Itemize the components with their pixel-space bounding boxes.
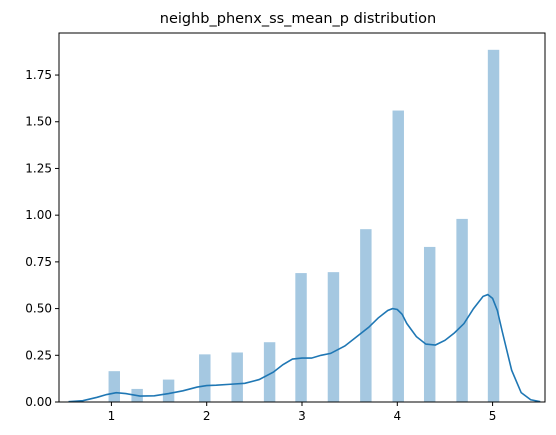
y-tick-label: 0.50 [25, 302, 52, 316]
plot-frame [58, 32, 546, 403]
x-axis: 1 2 3 4 5 [108, 402, 497, 423]
histogram-bar [487, 49, 500, 403]
histogram-bar [360, 229, 372, 402]
y-tick-label: 0.00 [25, 395, 52, 409]
histogram-bar [456, 218, 468, 402]
histogram-bar [423, 246, 436, 402]
histogram-bar [392, 110, 404, 402]
x-tick-label: 3 [298, 409, 306, 423]
y-tick-label: 0.75 [25, 255, 52, 269]
x-tick-label: 1 [108, 409, 116, 423]
chart-title: neighb_phenx_ss_mean_p distribution [160, 11, 437, 27]
histogram-bar [327, 272, 340, 402]
y-tick-label: 1.25 [25, 161, 52, 175]
histogram-bar [263, 342, 276, 402]
histogram-bars [108, 49, 500, 403]
x-tick-label: 4 [393, 409, 401, 423]
histogram-bar [108, 371, 120, 402]
y-axis: 0.00 0.25 0.50 0.75 1.00 1.25 1.50 1.75 [25, 68, 59, 409]
y-tick-label: 1.00 [25, 208, 52, 222]
x-tick-label: 5 [489, 409, 497, 423]
histogram-bar [199, 354, 211, 402]
histogram-bar [231, 352, 243, 402]
histogram-bar [295, 273, 307, 402]
histogram-bar [162, 379, 175, 402]
y-tick-label: 0.25 [25, 348, 52, 362]
x-tick-label: 2 [203, 409, 211, 423]
y-tick-label: 1.75 [25, 68, 52, 82]
kde-curve [68, 293, 541, 403]
y-tick-label: 1.50 [25, 115, 52, 129]
